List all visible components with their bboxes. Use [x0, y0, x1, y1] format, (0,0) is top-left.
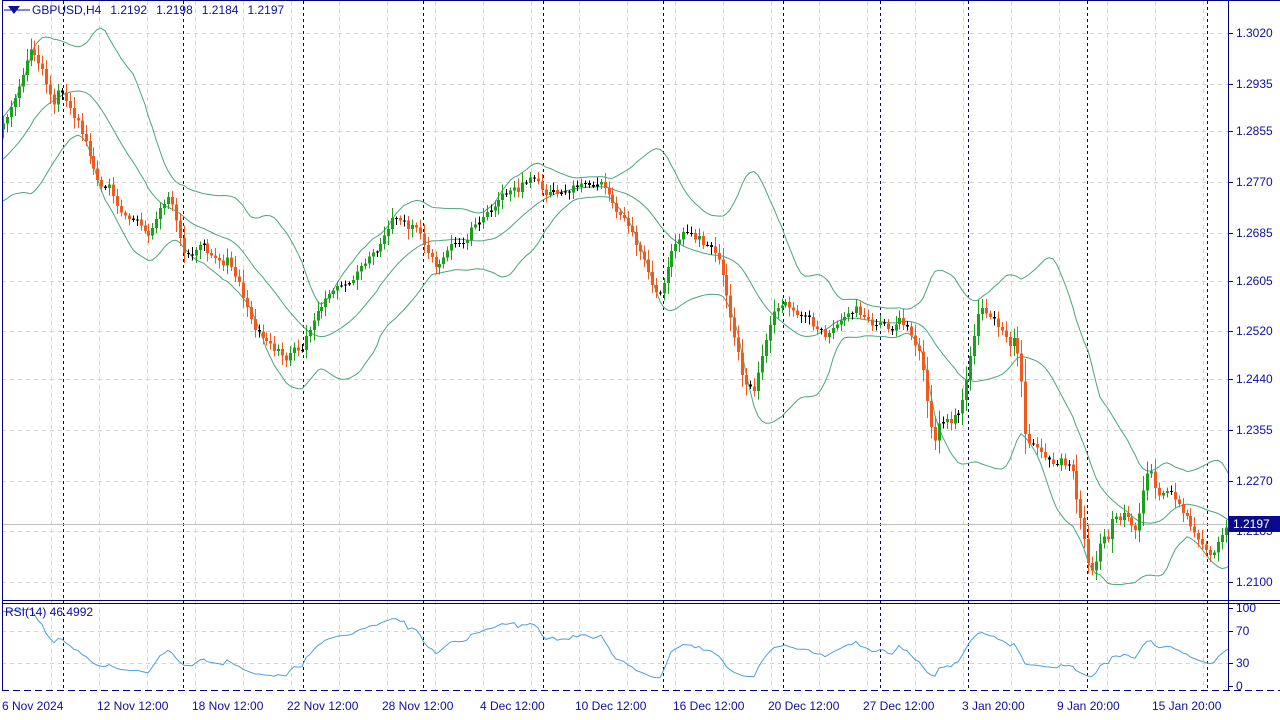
- price-axis-label: 1.2440: [1236, 372, 1273, 386]
- symbol-name: GBPUSD,H4: [32, 3, 102, 17]
- price-axis-label: 1.2935: [1236, 77, 1273, 91]
- ohlc-open: 1.2192: [110, 3, 148, 17]
- current-price-value: 1.2197: [1233, 517, 1270, 531]
- rsi-axis-label: 30: [1236, 655, 1250, 670]
- bollinger-middle-line: [2, 90, 1228, 524]
- time-axis-label: 28 Nov 12:00: [382, 699, 454, 713]
- time-axis-label: 3 Jan 20:00: [962, 699, 1025, 713]
- time-axis-label: 18 Nov 12:00: [192, 699, 264, 713]
- current-price-badge: 1.2197: [1228, 516, 1280, 532]
- rsi-layer: [2, 608, 1228, 679]
- price-axis-label: 1.2100: [1236, 575, 1273, 589]
- price-axis-label: 1.2855: [1236, 124, 1273, 138]
- time-axis-label: 6 Nov 2024: [2, 699, 64, 713]
- panel-borders: [2, 0, 1280, 691]
- grid-layer: [2, 1, 1228, 690]
- rsi-line: [2, 608, 1228, 679]
- price-axis-label: 1.2270: [1236, 474, 1273, 488]
- rsi-indicator-label: RSI(14) 46.4992: [5, 605, 94, 619]
- time-axis-label: 27 Dec 12:00: [863, 699, 935, 713]
- rsi-axis-label: 70: [1236, 624, 1250, 639]
- symbol-title: GBPUSD,H4 1.2192 1.2198 1.2184 1.2197: [4, 3, 284, 17]
- time-axis-label: 15 Jan 20:00: [1152, 699, 1222, 713]
- bollinger-bands: [2, 27, 1228, 586]
- time-axis-label: 4 Dec 12:00: [480, 699, 545, 713]
- price-axis-label: 1.3020: [1236, 26, 1273, 40]
- price-axis-label: 1.2520: [1236, 324, 1273, 338]
- time-axis-label: 20 Dec 12:00: [768, 699, 840, 713]
- price-axis-label: 1.2355: [1236, 423, 1273, 437]
- rsi-axis-label: 0: [1236, 679, 1243, 693]
- time-axis-label: 9 Jan 20:00: [1057, 699, 1120, 713]
- candles-layer: [2, 38, 1228, 581]
- time-axis-label: 10 Dec 12:00: [575, 699, 647, 713]
- ohlc-low: 1.2184: [201, 3, 239, 17]
- time-axis-label: 12 Nov 12:00: [97, 699, 169, 713]
- price-axis-label: 1.2685: [1236, 226, 1273, 240]
- symbol-marker-icon: [4, 6, 30, 14]
- ohlc-high: 1.2198: [156, 3, 193, 17]
- bollinger-upper-line: [2, 27, 1228, 474]
- ohlc-close: 1.2197: [247, 3, 285, 17]
- time-axis-label: 16 Dec 12:00: [673, 699, 745, 713]
- rsi-axis-label: 100: [1236, 601, 1257, 615]
- price-axis-label: 1.2605: [1236, 274, 1273, 288]
- price-axis-label: 1.2770: [1236, 175, 1273, 189]
- time-axis-label: 22 Nov 12:00: [287, 699, 359, 713]
